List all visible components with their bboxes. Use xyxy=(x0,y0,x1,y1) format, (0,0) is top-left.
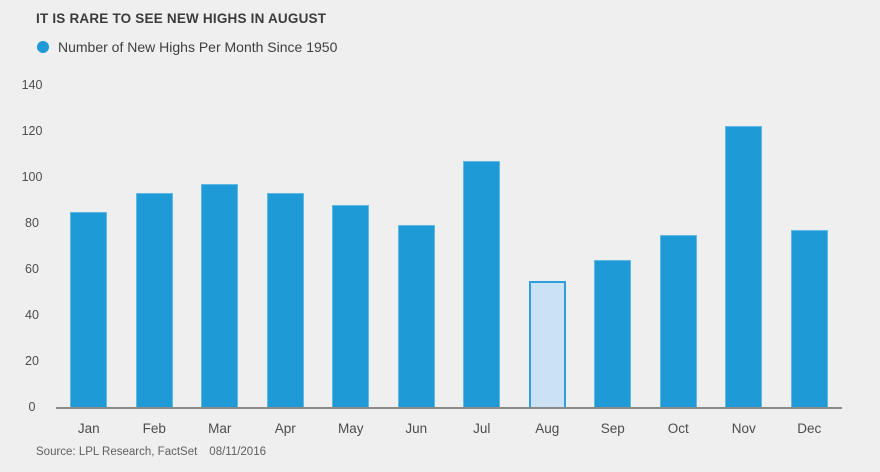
bar-apr xyxy=(266,193,304,407)
legend: Number of New Highs Per Month Since 1950 xyxy=(37,39,337,55)
bar-slot-sep xyxy=(580,85,646,407)
source-date: 08/11/2016 xyxy=(209,446,266,458)
bar-nov xyxy=(725,126,763,407)
bar-slot-feb xyxy=(122,85,188,407)
bar-feb xyxy=(135,193,173,407)
plot-area xyxy=(56,85,842,409)
bar-slot-jun xyxy=(384,85,450,407)
y-tick-60: 60 xyxy=(25,262,39,276)
x-tick-may: May xyxy=(337,421,364,436)
bar-jun xyxy=(397,225,435,407)
bar-slot-jul xyxy=(449,85,515,407)
bar-slot-jan xyxy=(56,85,122,407)
legend-label: Number of New Highs Per Month Since 1950 xyxy=(58,39,338,55)
y-tick-120: 120 xyxy=(21,124,43,138)
x-tick-mar: Mar xyxy=(208,421,232,436)
bar-slot-dec xyxy=(777,85,843,407)
x-axis-labels: Jan Feb Mar Apr May Jun Jul Aug Sep Oct Nov Dec xyxy=(56,421,842,436)
x-tick-feb: Feb xyxy=(142,421,166,436)
chart-title: IT IS RARE TO SEE NEW HIGHS IN AUGUST xyxy=(36,11,327,26)
x-tick-oct: Oct xyxy=(667,421,689,436)
x-tick-nov: Nov xyxy=(731,421,756,436)
x-tick-dec: Dec xyxy=(797,421,822,436)
bar-jul xyxy=(463,160,501,407)
y-tick-100: 100 xyxy=(21,170,43,184)
bar-slot-nov xyxy=(711,85,777,407)
bar-slot-mar xyxy=(187,85,253,407)
y-tick-140: 140 xyxy=(21,78,43,92)
x-tick-jan: Jan xyxy=(77,421,100,436)
source-note: Source: LPL Research, FactSet 08/11/2016 xyxy=(36,446,266,458)
bar-oct xyxy=(659,234,697,407)
bar-slot-oct xyxy=(646,85,712,407)
bar-aug xyxy=(528,280,566,407)
y-tick-0: 0 xyxy=(28,400,36,414)
y-tick-20: 20 xyxy=(25,354,39,368)
y-axis-labels: 0 20 40 60 80 100 120 140 xyxy=(12,78,52,414)
y-tick-40: 40 xyxy=(25,308,39,322)
x-tick-apr: Apr xyxy=(274,421,296,436)
x-tick-sep: Sep xyxy=(600,421,625,436)
x-tick-jul: Jul xyxy=(473,421,491,436)
bar-slot-apr xyxy=(253,85,319,407)
source-text: Source: LPL Research, FactSet xyxy=(36,446,198,458)
bar-sep xyxy=(594,259,632,407)
legend-marker-icon xyxy=(37,41,49,53)
y-tick-80: 80 xyxy=(25,216,39,230)
bar-may xyxy=(332,204,370,407)
bar-dec xyxy=(790,229,828,407)
bar-jan xyxy=(70,211,108,407)
bar-mar xyxy=(201,183,239,407)
x-tick-jun: Jun xyxy=(405,421,428,436)
bar-slot-aug xyxy=(515,85,581,407)
bar-slot-may xyxy=(318,85,384,407)
x-tick-aug: Aug xyxy=(535,421,560,436)
